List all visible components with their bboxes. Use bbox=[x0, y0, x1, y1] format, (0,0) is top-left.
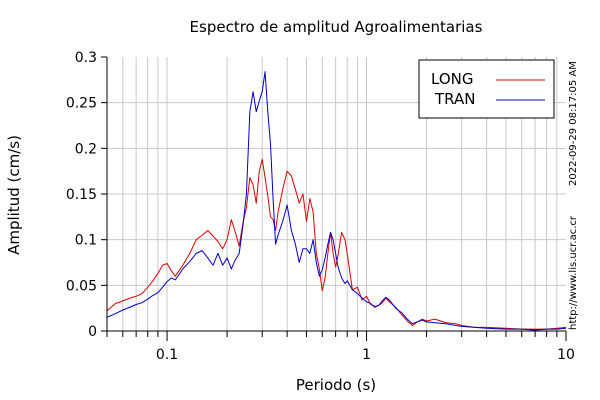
y-tick-label: 0.1 bbox=[75, 233, 97, 249]
legend-label-long: LONG bbox=[431, 70, 473, 88]
timestamp-label: 2022-09-29 08:17:05 AM bbox=[568, 61, 579, 186]
legend-box bbox=[418, 59, 555, 119]
x-tick-label: 10 bbox=[557, 347, 575, 363]
x-tick-label: 1 bbox=[362, 347, 371, 363]
series-line-long bbox=[106, 158, 567, 330]
url-label: http://www.lis.ucr.ac.cr bbox=[568, 216, 579, 330]
series-line-tran bbox=[106, 71, 567, 331]
y-tick-label: 0.2 bbox=[75, 141, 97, 157]
legend-label-tran: TRAN bbox=[434, 90, 475, 108]
x-axis-label: Periodo (s) bbox=[296, 376, 376, 394]
chart-title: Espectro de amplitud Agroalimentarias bbox=[190, 18, 483, 36]
plot-area bbox=[106, 71, 567, 331]
y-tick-label: 0.05 bbox=[66, 278, 97, 294]
y-tick-label: 0.25 bbox=[66, 96, 97, 112]
y-axis-label: Amplitud (cm/s) bbox=[5, 135, 23, 255]
axes bbox=[101, 56, 567, 341]
y-tick-label: 0 bbox=[88, 324, 97, 340]
legend: LONG TRAN bbox=[418, 59, 555, 119]
grid-lines bbox=[107, 57, 566, 331]
x-tick-label: 0.1 bbox=[156, 347, 178, 363]
y-tick-label: 0.3 bbox=[75, 50, 97, 66]
y-tick-label: 0.15 bbox=[66, 187, 97, 203]
tick-labels: 0 0.05 0.1 0.15 0.2 0.25 0.3 0.1 1 10 bbox=[66, 50, 575, 363]
